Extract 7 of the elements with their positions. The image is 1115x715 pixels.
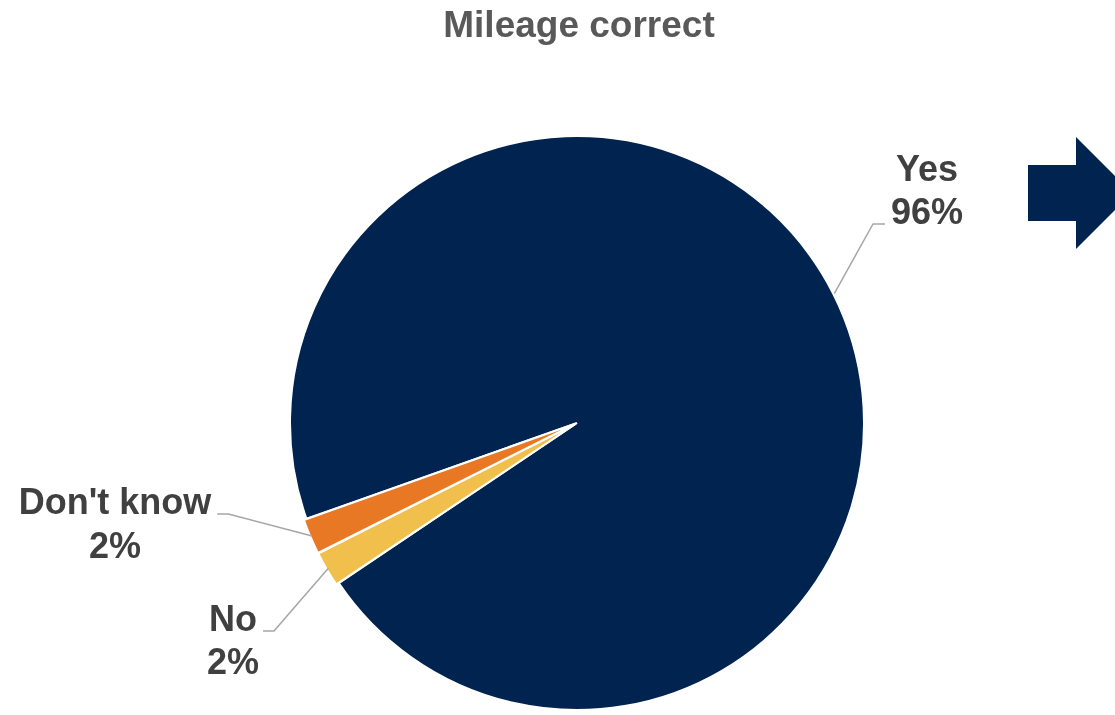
slice-label: Don't know — [18, 481, 213, 522]
data-label: 96% — [890, 191, 964, 232]
slice-label: Yes — [895, 148, 959, 189]
chart-title: Mileage correct — [443, 3, 715, 47]
data-label: 2% — [206, 641, 260, 682]
slice-label: No — [209, 598, 257, 639]
data-label: 2% — [88, 525, 142, 566]
